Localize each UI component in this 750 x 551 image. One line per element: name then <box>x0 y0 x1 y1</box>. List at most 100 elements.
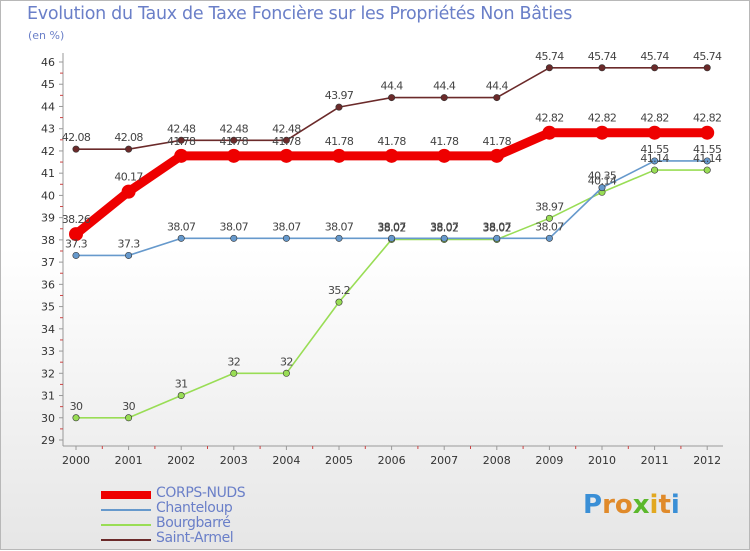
data-point-chanteloup <box>493 234 501 242</box>
data-point-bourgbarre <box>125 414 133 422</box>
data-label-bourgbarre: 35.2 <box>328 284 350 297</box>
data-label-saint-armel: 42.48 <box>167 122 196 135</box>
data-point-saint-armel <box>72 145 80 153</box>
data-point-bourgbarre <box>282 369 290 377</box>
x-tick-label: 2007 <box>430 454 458 467</box>
x-tick-label: 2005 <box>325 454 353 467</box>
data-label-chanteloup: 38.07 <box>430 220 459 233</box>
data-point-saint-armel <box>177 136 185 144</box>
axes: 29 30 31 32 33 34 35 36 37 38 39 40 41 42 43 44 45 46 2000… <box>41 53 723 467</box>
data-label-corps-nuds: 41.78 <box>430 135 459 148</box>
data-label-bourgbarre: 32 <box>280 355 293 368</box>
y-tick-label: 36 <box>41 278 55 291</box>
data-label-corps-nuds: 41.78 <box>272 135 301 148</box>
data-point-saint-armel <box>125 145 133 153</box>
data-point-chanteloup <box>703 157 711 165</box>
data-label-corps-nuds: 42.82 <box>693 112 722 125</box>
x-tick-label: 2011 <box>641 454 669 467</box>
data-label-bourgbarre: 32 <box>227 355 240 368</box>
data-label-saint-armel: 44.4 <box>381 80 404 93</box>
data-label-corps-nuds: 42.82 <box>588 112 617 125</box>
data-label-saint-armel: 42.08 <box>62 131 91 144</box>
data-label-bourgbarre: 30 <box>122 400 135 413</box>
y-tick-label: 30 <box>41 412 55 425</box>
legend-item-corps-nuds: CORPS-NUDS <box>101 485 401 502</box>
data-point-bourgbarre <box>545 214 553 222</box>
data-label-bourgbarre: 31 <box>175 378 188 391</box>
legend-label-chanteloup: Chanteloup <box>156 500 233 516</box>
data-point-chanteloup <box>651 157 659 165</box>
data-label-saint-armel: 45.74 <box>535 50 564 63</box>
data-point-saint-armel <box>388 94 396 102</box>
y-tick-label: 35 <box>41 301 55 314</box>
y-tick-label: 29 <box>41 434 55 447</box>
data-label-saint-armel: 45.74 <box>588 50 617 63</box>
data-point-chanteloup <box>388 234 396 242</box>
x-tick-label: 2001 <box>115 454 143 467</box>
unit-label: (en %) <box>28 29 65 42</box>
data-label-corps-nuds: 41.78 <box>377 135 406 148</box>
data-point-corps-nuds <box>226 148 241 163</box>
y-tick-label: 45 <box>41 78 55 91</box>
logo-letter: t <box>658 490 671 520</box>
x-tick-label: 2006 <box>378 454 406 467</box>
data-point-chanteloup <box>125 251 133 259</box>
data-point-chanteloup <box>230 234 238 242</box>
logo-letter: i <box>649 490 659 520</box>
data-point-corps-nuds <box>489 148 504 163</box>
data-label-chanteloup: 41.55 <box>640 143 669 156</box>
data-label-chanteloup: 38.07 <box>167 220 196 233</box>
x-tick-label: 2010 <box>588 454 616 467</box>
data-point-saint-armel <box>598 64 606 72</box>
data-label-saint-armel: 44.4 <box>433 80 456 93</box>
data-point-chanteloup <box>72 251 80 259</box>
data-point-corps-nuds <box>279 148 294 163</box>
data-label-saint-armel: 42.48 <box>272 122 301 135</box>
legend: CORPS-NUDS Chanteloup Bourgbarré Saint-A… <box>101 485 401 547</box>
legend-item-saint-armel: Saint-Armel <box>101 530 401 547</box>
data-point-saint-armel <box>703 64 711 72</box>
data-label-corps-nuds: 41.78 <box>220 135 249 148</box>
data-point-chanteloup <box>598 184 606 192</box>
data-label-saint-armel: 42.48 <box>220 122 249 135</box>
data-point-chanteloup <box>545 234 553 242</box>
data-point-saint-armel <box>282 136 290 144</box>
data-label-chanteloup: 38.07 <box>220 220 249 233</box>
legend-label-bourgbarre: Bourgbarré <box>156 515 231 531</box>
data-label-saint-armel: 43.97 <box>325 89 354 102</box>
x-tick-label: 2009 <box>535 454 563 467</box>
data-point-corps-nuds <box>647 125 662 140</box>
data-label-corps-nuds: 42.82 <box>535 112 564 125</box>
data-label-corps-nuds: 42.82 <box>640 112 669 125</box>
data-label-saint-armel: 44.4 <box>486 80 509 93</box>
data-point-bourgbarre <box>335 298 343 306</box>
data-label-chanteloup: 38.07 <box>483 220 512 233</box>
logo-letter: x <box>632 490 650 520</box>
data-point-corps-nuds <box>542 125 557 140</box>
logo-letter: i <box>670 490 680 520</box>
legend-swatch-chanteloup <box>101 509 151 511</box>
data-label-corps-nuds: 40.17 <box>114 171 143 184</box>
y-tick-label: 44 <box>41 100 55 113</box>
data-point-chanteloup <box>335 234 343 242</box>
series-line-bourgbarre <box>75 169 709 419</box>
y-tick-label: 40 <box>41 189 55 202</box>
legend-item-chanteloup: Chanteloup <box>101 500 401 517</box>
y-tick-label: 43 <box>41 123 55 136</box>
data-label-corps-nuds: 41.78 <box>483 135 512 148</box>
logo-letter: P <box>583 490 603 520</box>
data-label-chanteloup: 38.07 <box>377 220 406 233</box>
data-point-saint-armel <box>651 64 659 72</box>
data-point-corps-nuds <box>595 125 609 140</box>
data-label-bourgbarre: 30 <box>70 400 83 413</box>
data-label-chanteloup: 37.3 <box>65 237 88 250</box>
y-tick-label: 38 <box>41 234 55 247</box>
data-point-corps-nuds <box>332 148 346 163</box>
chart-title: Evolution du Taux de Taxe Foncière sur l… <box>27 4 573 24</box>
data-label-bourgbarre: 38.02 <box>483 221 512 234</box>
data-label-chanteloup: 38.07 <box>272 220 301 233</box>
x-tick-label: 2008 <box>483 454 511 467</box>
legend-item-bourgbarre: Bourgbarré <box>101 515 401 532</box>
data-label-chanteloup: 37.3 <box>118 237 141 250</box>
